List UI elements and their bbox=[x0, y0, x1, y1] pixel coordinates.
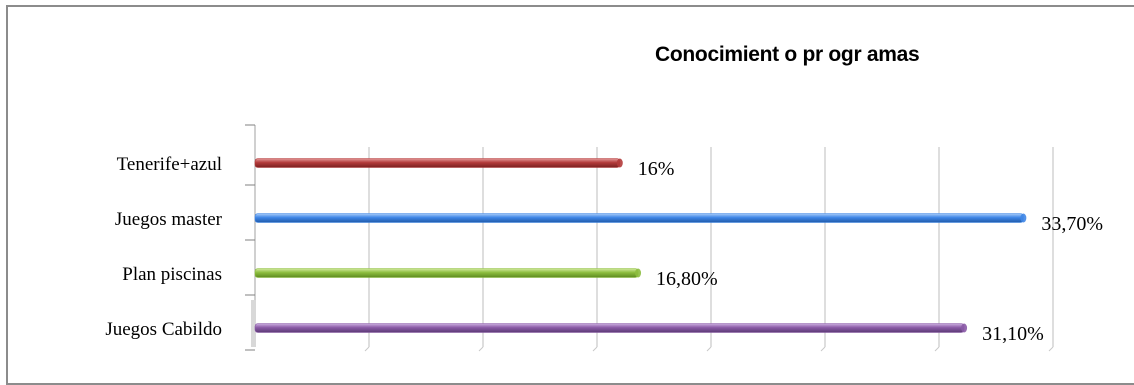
category-label: Tenerife+azul bbox=[117, 154, 222, 175]
gridline-tick bbox=[478, 346, 484, 352]
value-label: 16% bbox=[638, 158, 675, 180]
value-label: 33,70% bbox=[1041, 213, 1103, 235]
bar-plan-piscinas bbox=[254, 268, 639, 278]
gridline-tick bbox=[1048, 346, 1054, 352]
gridline-tick bbox=[706, 346, 712, 352]
value-label: 31,10% bbox=[982, 323, 1044, 345]
bar-end-cap bbox=[961, 323, 968, 333]
bar-end-cap bbox=[1020, 213, 1027, 223]
bar-end-cap bbox=[616, 158, 623, 168]
gridline-tick bbox=[934, 346, 940, 352]
gridline-tick bbox=[820, 346, 826, 352]
chart-title: Conocimient o pr ogr amas bbox=[655, 43, 920, 66]
gridline-tick bbox=[364, 346, 370, 352]
axis-wall-shade bbox=[251, 300, 256, 347]
category-label: Juegos Cabildo bbox=[105, 319, 222, 340]
bar-tenerife-azul bbox=[254, 158, 621, 168]
bar-end-cap bbox=[635, 268, 642, 278]
bar-juegos-master bbox=[254, 213, 1024, 223]
value-label: 16,80% bbox=[656, 268, 718, 290]
category-label: Plan piscinas bbox=[122, 264, 222, 285]
category-label: Juegos master bbox=[115, 209, 223, 230]
gridline-tick bbox=[592, 346, 598, 352]
chart-frame bbox=[6, 5, 1134, 385]
bar-juegos-cabildo bbox=[254, 323, 965, 333]
